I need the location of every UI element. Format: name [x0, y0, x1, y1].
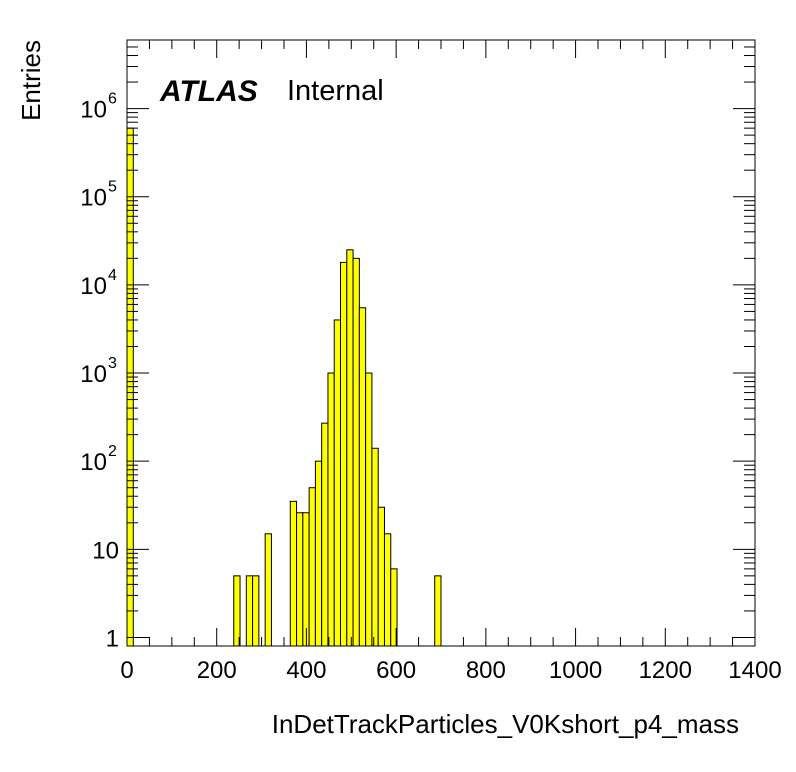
y-tick-label: 10 — [80, 185, 107, 212]
histogram-bars — [126, 127, 442, 647]
y-tick-label: 10 — [80, 273, 107, 300]
x-tick-label: 1200 — [639, 657, 692, 684]
y-tick-label: 10 — [92, 537, 119, 564]
histogram-bin — [358, 307, 367, 647]
y-tick-label: 1 — [106, 625, 119, 652]
histogram-bin — [434, 575, 442, 647]
histogram-bin — [365, 372, 373, 647]
x-tick-label: 400 — [286, 657, 326, 684]
histogram-bin — [302, 512, 310, 647]
y-tick-exponent: 4 — [108, 267, 117, 284]
histogram-bin — [327, 372, 335, 647]
x-tick-label: 200 — [197, 657, 237, 684]
histogram-bin — [383, 533, 392, 647]
x-axis-label: InDetTrackParticles_V0Kshort_p4_mass — [272, 709, 739, 739]
histogram-bin — [371, 447, 379, 647]
y-axis-label: Entries — [16, 40, 46, 121]
x-tick-label: 1000 — [549, 657, 602, 684]
histogram-bin — [321, 422, 329, 647]
histogram-bin — [333, 319, 342, 647]
axis-ticks — [126, 39, 756, 646]
histogram-bin — [252, 575, 260, 647]
histogram-bin — [340, 261, 348, 647]
x-tick-label: 1400 — [728, 657, 781, 684]
histogram-bin — [346, 249, 354, 647]
y-tick-exponent: 5 — [108, 179, 117, 196]
y-tick-label: 10 — [80, 449, 107, 476]
histogram-bin — [308, 487, 316, 647]
histogram-bin — [296, 512, 304, 647]
histogram-bin — [377, 506, 385, 647]
x-tick-label: 0 — [120, 657, 133, 684]
histogram-bin — [233, 575, 241, 647]
histogram-bin — [314, 460, 323, 647]
y-tick-exponent: 6 — [108, 91, 117, 108]
histogram-bin — [352, 257, 360, 647]
histogram-bin — [245, 575, 254, 647]
internal-label: Internal — [287, 75, 384, 107]
atlas-label: ATLAS — [159, 75, 258, 108]
y-tick-exponent: 2 — [108, 443, 117, 460]
histogram-bin — [289, 500, 298, 647]
y-tick-label: 10 — [80, 361, 107, 388]
plot-frame — [126, 39, 756, 647]
y-tick-exponent: 3 — [108, 355, 117, 372]
x-tick-label: 600 — [376, 657, 416, 684]
y-tick-label: 10 — [80, 97, 107, 124]
x-tick-label: 800 — [466, 657, 506, 684]
histogram-bin — [264, 533, 272, 647]
